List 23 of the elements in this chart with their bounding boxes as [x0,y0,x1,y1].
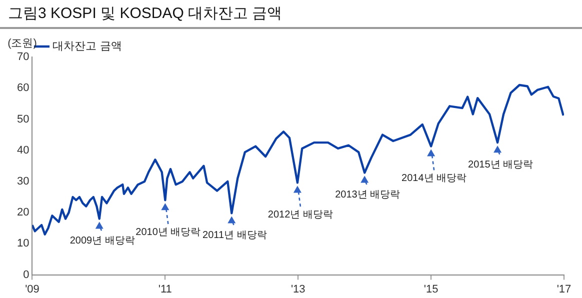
annotation: 2014년 배당락 [402,173,467,184]
y-tick-label: 70 [16,51,30,64]
y-axis-title: (조원) [8,38,37,50]
y-tick-label: 0 [23,268,30,281]
annotation: 2012년 배당락 [268,209,333,220]
x-tick-label: '09 [25,283,40,296]
chart-title: 그림3 KOSPI 및 KOSDAQ 대차잔고 금액 [0,0,582,29]
annotation: 2009년 배당락 [70,236,135,247]
y-tick-label: 30 [16,175,30,188]
annotation: 2013년 배당락 [335,189,400,200]
annotation: 2010년 배당락 [136,226,201,238]
x-tick-label: '15 [424,283,438,296]
x-tick-label: '13 [290,283,306,296]
y-tick-label: 10 [16,238,30,250]
annotation: 2011년 배당락 [202,230,267,241]
y-tick-label: 50 [16,113,30,126]
y-tick-label: 20 [16,206,30,219]
x-tick-label: '11 [158,283,172,296]
legend-label: 대차잔고 금액 [52,40,122,53]
y-tick-label: 60 [16,82,30,94]
x-tick-label: '17 [556,283,572,296]
annotation: 2015년 배당락 [468,159,534,170]
y-tick-label: 40 [16,144,30,156]
